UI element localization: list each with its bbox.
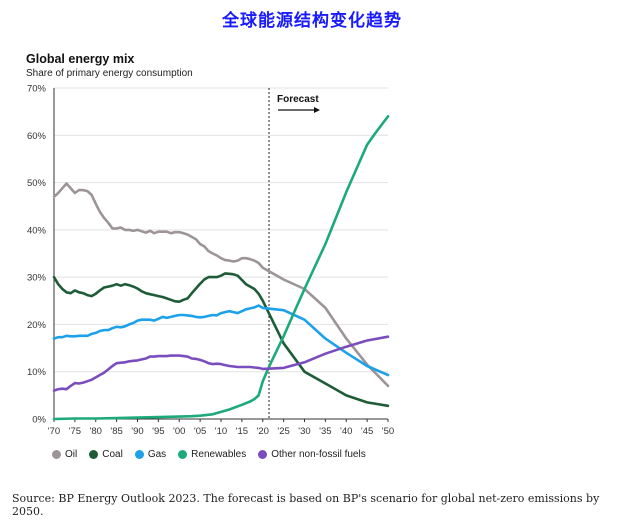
x-tick-label: '30: [298, 426, 310, 437]
x-tick-label: '00: [173, 426, 185, 437]
x-tick-label: '10: [215, 426, 227, 437]
legend-swatch: [258, 450, 268, 459]
page-title: 全球能源结构变化趋势: [222, 11, 402, 31]
legend-label: Coal: [102, 449, 123, 460]
x-tick-label: '85: [110, 426, 122, 437]
legend-swatch: [134, 450, 144, 459]
y-tick-label: 50%: [27, 178, 47, 189]
y-tick-label: 20%: [27, 320, 47, 331]
x-tick-label: '40: [340, 426, 352, 437]
series-line-oil: [52, 182, 390, 388]
legend-label: Renewables: [191, 449, 247, 460]
legend-swatch: [52, 450, 61, 459]
x-tick-label: '90: [131, 426, 143, 437]
legend-swatch: [89, 450, 99, 459]
x-tick-label: '70: [48, 426, 60, 437]
x-tick-label: '35: [319, 426, 331, 437]
legend-label: Gas: [147, 449, 167, 460]
legend-item: Renewables: [178, 449, 246, 460]
chart-subtitle: Share of primary energy consumption: [26, 68, 193, 79]
x-tick-label: '15: [236, 426, 248, 437]
legend-item: Other non-fossil fuels: [258, 449, 366, 460]
chart-title: Global energy mix: [26, 52, 135, 66]
series-line-gas: [52, 304, 390, 377]
legend-label: Oil: [65, 449, 78, 460]
x-tick-label: '45: [361, 426, 373, 437]
legend-swatch: [178, 450, 188, 459]
legend-item: Oil: [52, 449, 77, 460]
x-tick-label: '05: [194, 426, 206, 437]
forecast-label: Forecast: [277, 94, 319, 105]
source-note: Source: BP Energy Outlook 2023. The fore…: [12, 492, 600, 518]
legend-item: Gas: [134, 449, 167, 460]
chart-legend: Oil Coal Gas Renewables Other non-fossil fue…: [52, 449, 366, 460]
legend-label: Other non-fossil fuels: [271, 449, 366, 460]
y-tick-label: 40%: [27, 225, 47, 236]
forecast-arrow-head: [314, 107, 321, 113]
x-tick-label: '80: [90, 426, 102, 437]
y-tick-label: 70%: [27, 84, 47, 95]
x-tick-label: '75: [69, 426, 81, 437]
y-tick-label: 10%: [27, 367, 47, 378]
y-tick-label: 0%: [32, 415, 46, 426]
y-tick-label: 60%: [27, 131, 47, 142]
series-line-coal: [52, 272, 390, 408]
x-tick-label: '50: [382, 426, 394, 437]
series-line-other-non-fossil-fuels: [52, 335, 390, 392]
legend-item: Coal: [89, 449, 123, 460]
x-tick-label: '25: [277, 426, 289, 437]
series-line-renewables: [52, 115, 390, 421]
y-tick-label: 30%: [27, 273, 47, 284]
x-tick-label: '95: [152, 426, 164, 437]
x-tick-label: '20: [257, 426, 269, 437]
